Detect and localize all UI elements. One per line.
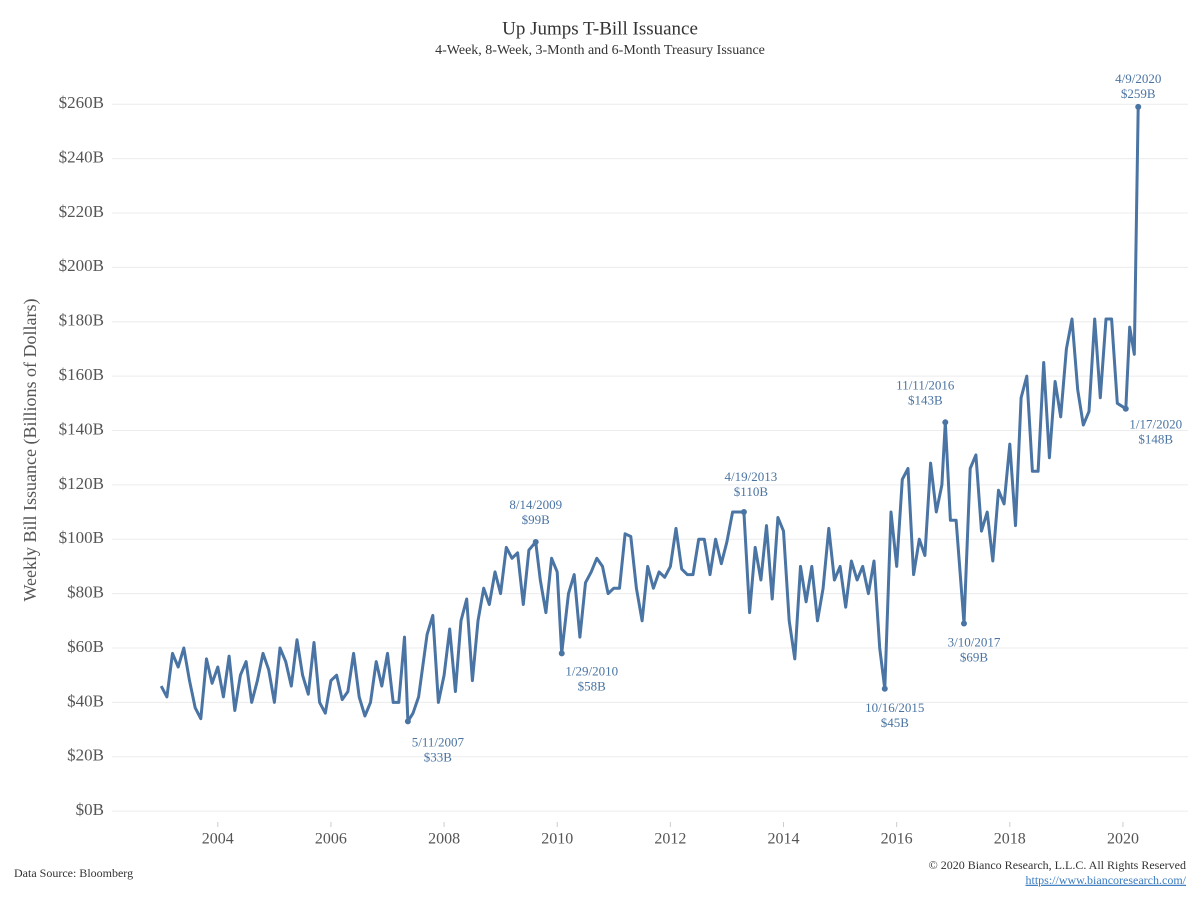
annotation-dot xyxy=(1122,405,1129,412)
annotation-date: 10/16/2015 xyxy=(865,700,924,715)
x-tick-label: 2010 xyxy=(541,831,573,848)
y-tick-label: $180B xyxy=(59,311,104,330)
y-tick-label: $40B xyxy=(67,691,104,710)
y-tick-label: $0B xyxy=(76,800,104,819)
annotation-value: $148B xyxy=(1138,432,1173,447)
annotation-value: $33B xyxy=(424,749,453,764)
annotation-value: $259B xyxy=(1121,86,1156,101)
annotation-value: $143B xyxy=(908,392,943,407)
data-line xyxy=(159,106,1140,723)
x-tick-label: 2004 xyxy=(202,831,234,848)
copyright: © 2020 Bianco Research, L.L.C. All Right… xyxy=(929,858,1186,872)
x-tick-label: 2012 xyxy=(654,831,686,848)
annotation-value: $69B xyxy=(960,649,989,664)
annotation-value: $45B xyxy=(881,715,910,730)
chart-subtitle: 4-Week, 8-Week, 3-Month and 6-Month Trea… xyxy=(435,43,765,58)
annotation-date: 4/19/2013 xyxy=(725,469,778,484)
annotation-value: $99B xyxy=(522,512,551,527)
x-tick-label: 2020 xyxy=(1107,831,1139,848)
annotation-value: $58B xyxy=(578,678,607,693)
y-tick-label: $80B xyxy=(67,583,104,602)
x-tick-label: 2008 xyxy=(428,831,460,848)
annotation-date: 3/10/2017 xyxy=(948,634,1001,649)
y-tick-label: $220B xyxy=(59,202,104,221)
chart-title: Up Jumps T-Bill Issuance xyxy=(502,18,698,39)
y-tick-label: $20B xyxy=(67,746,104,765)
y-tick-label: $160B xyxy=(59,365,104,384)
url-link[interactable]: https://www.biancoresearch.com/ xyxy=(1025,873,1186,887)
annotation-date: 8/14/2009 xyxy=(509,497,562,512)
y-tick-label: $100B xyxy=(59,528,104,547)
y-tick-label: $60B xyxy=(67,637,104,656)
x-tick-label: 2014 xyxy=(768,831,800,848)
annotation-date: 4/9/2020 xyxy=(1115,71,1161,86)
annotation-date: 1/17/2020 xyxy=(1129,417,1182,432)
annotation-dot xyxy=(960,620,967,627)
x-tick-label: 2018 xyxy=(994,831,1026,848)
x-tick-label: 2006 xyxy=(315,831,347,848)
y-axis-title: Weekly Bill Issuance (Billions of Dollar… xyxy=(20,299,41,602)
y-tick-label: $260B xyxy=(59,93,104,112)
source: Data Source: Bloomberg xyxy=(14,866,133,880)
y-tick-label: $200B xyxy=(59,256,104,275)
x-tick-label: 2016 xyxy=(881,831,913,848)
annotation-dot xyxy=(532,538,539,545)
annotation-value: $110B xyxy=(734,484,769,499)
annotation-dot xyxy=(942,419,949,426)
y-tick-label: $120B xyxy=(59,474,104,493)
y-tick-label: $240B xyxy=(59,147,104,166)
annotation-dot xyxy=(404,718,411,725)
annotation-dot xyxy=(1135,103,1142,110)
y-tick-label: $140B xyxy=(59,419,104,438)
annotation-date: 5/11/2007 xyxy=(412,734,465,749)
annotation-dot xyxy=(558,650,565,657)
annotation-date: 11/11/2016 xyxy=(896,377,955,392)
annotation-dot xyxy=(740,509,747,516)
annotation-date: 1/29/2010 xyxy=(565,663,618,678)
annotation-dot xyxy=(881,685,888,692)
